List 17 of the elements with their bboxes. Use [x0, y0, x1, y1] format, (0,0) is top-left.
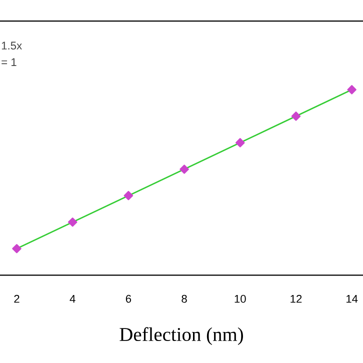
x-tick-label: 6	[126, 294, 132, 303]
text: = 1	[2, 58, 16, 66]
x-tick-label: 8	[182, 294, 187, 303]
point	[347, 85, 356, 94]
x-axis-title: Deflection (nm)	[120, 327, 244, 346]
x-tick-label: 4	[70, 295, 76, 303]
point	[124, 190, 134, 200]
text: 1.5x	[2, 42, 22, 50]
point	[180, 164, 189, 174]
x-tick-label: 12	[290, 294, 302, 303]
point	[236, 138, 245, 148]
point	[291, 112, 301, 121]
x-tick-label: 2	[14, 294, 20, 303]
point	[68, 217, 78, 227]
x-tick-label: 14	[346, 295, 358, 303]
x-tick-label: 10	[234, 294, 246, 303]
point	[12, 244, 22, 254]
